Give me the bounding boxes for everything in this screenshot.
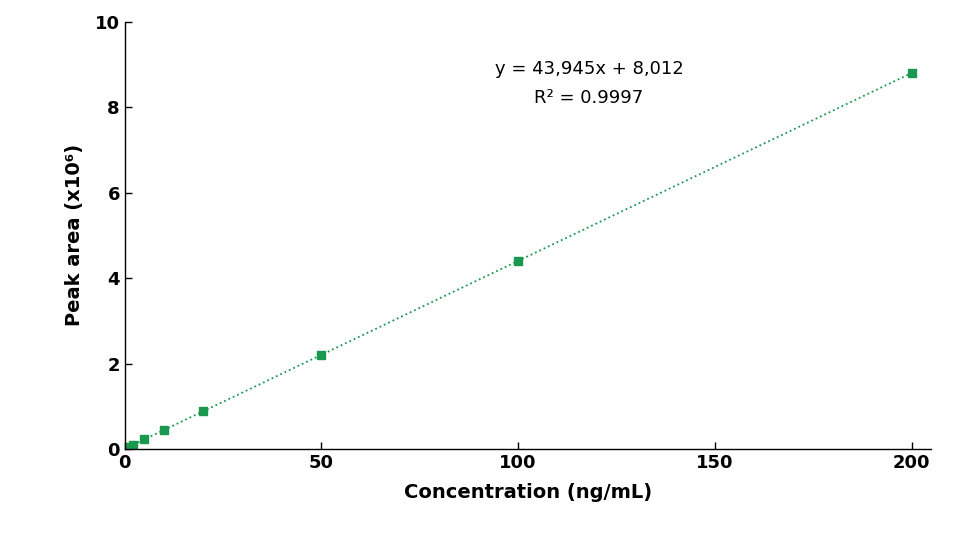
Y-axis label: Peak area (x10⁶): Peak area (x10⁶) — [65, 144, 84, 326]
X-axis label: Concentration (ng/mL): Concentration (ng/mL) — [404, 483, 652, 502]
Text: y = 43,945x + 8,012
R² = 0.9997: y = 43,945x + 8,012 R² = 0.9997 — [494, 60, 684, 107]
